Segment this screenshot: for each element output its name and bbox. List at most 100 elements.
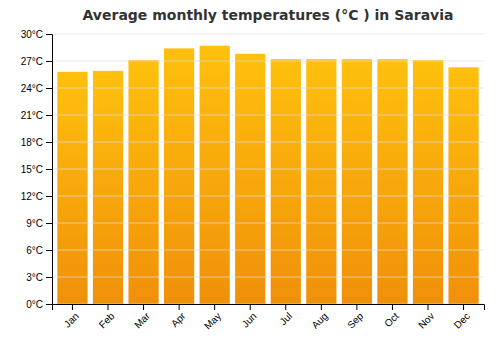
x-axis: Jan Feb Mar Apr May Jun Jul Aug Sep Oct Nov Dec <box>53 304 485 332</box>
chart: 0°C 3°C 6°C 9°C 12°C 15°C 18°C 21°C 24°C 27°C 30°C… <box>0 0 500 350</box>
grid-line <box>52 223 484 224</box>
tick: Jan <box>62 304 81 330</box>
tick-mark <box>250 304 251 310</box>
tick-mark <box>46 304 52 305</box>
bar <box>164 48 194 304</box>
tick-mark <box>46 196 52 197</box>
tick: 30°C <box>21 29 52 40</box>
bar <box>128 60 158 304</box>
tick-label: Apr <box>169 310 188 329</box>
tick: Aug <box>309 304 329 331</box>
grid-line <box>52 142 484 143</box>
tick: Nov <box>416 304 436 331</box>
tick-label: 24°C <box>21 83 43 94</box>
tick-mark <box>356 304 357 310</box>
tick: Sep <box>345 304 366 331</box>
tick-mark <box>179 304 180 310</box>
bar <box>413 60 443 304</box>
tick: Jul <box>277 304 294 327</box>
bar <box>57 72 87 304</box>
y-axis: 0°C 3°C 6°C 9°C 12°C 15°C 18°C 21°C 24°C 27°C 30°C <box>21 29 53 310</box>
bar <box>448 67 478 304</box>
tick: Dec <box>452 304 472 331</box>
bar <box>342 59 372 304</box>
tick-mark <box>428 304 429 310</box>
tick: 9°C <box>26 218 52 229</box>
tick-label: Aug <box>309 310 329 330</box>
bar <box>93 71 123 304</box>
bar <box>377 59 407 304</box>
grid-line <box>52 115 484 116</box>
tick-mark <box>46 223 52 224</box>
tick: 15°C <box>21 164 52 175</box>
tick-label: 18°C <box>21 137 43 148</box>
tick: 0°C <box>26 299 52 310</box>
bar <box>200 46 230 304</box>
tick-label: 27°C <box>21 56 43 67</box>
tick: 21°C <box>21 110 52 121</box>
tick-label: Nov <box>416 310 436 330</box>
tick-mark <box>108 304 109 310</box>
tick-mark <box>321 304 322 310</box>
tick-label: Sep <box>345 310 366 331</box>
tick: 3°C <box>26 272 52 283</box>
tick: 24°C <box>21 83 52 94</box>
tick-mark <box>46 250 52 251</box>
tick-label: May <box>202 310 223 331</box>
tick-mark <box>46 169 52 170</box>
tick-mark <box>46 34 52 35</box>
tick-label: 12°C <box>21 191 43 202</box>
title: Average monthly temperatures (°C ) in Sa… <box>83 7 454 23</box>
tick-mark <box>463 304 464 310</box>
grid-line <box>52 277 484 278</box>
grid-line <box>52 34 484 35</box>
tick-mark <box>46 115 52 116</box>
tick: 27°C <box>21 56 52 67</box>
tick-label: 9°C <box>26 218 43 229</box>
tick-mark <box>392 304 393 310</box>
tick-label: 0°C <box>26 299 43 310</box>
tick-label: 15°C <box>21 164 43 175</box>
tick-label: Dec <box>452 310 472 330</box>
tick: Apr <box>169 304 188 329</box>
axis-line <box>53 305 485 311</box>
tick-label: Mar <box>132 310 152 330</box>
tick-label: Oct <box>382 310 401 329</box>
tick: Mar <box>132 304 152 330</box>
grid-line <box>52 196 484 197</box>
plot: 0°C 3°C 6°C 9°C 12°C 15°C 18°C 21°C 24°C 27°C 30°C… <box>21 29 485 332</box>
tick-label: 30°C <box>21 29 43 40</box>
tick: Feb <box>97 304 117 330</box>
tick-label: Feb <box>97 310 117 330</box>
bars <box>57 46 478 304</box>
axis-line <box>46 35 53 305</box>
tick-label: Jun <box>240 310 259 329</box>
tick-mark <box>214 304 215 310</box>
tick-mark <box>46 88 52 89</box>
grid-line <box>52 61 484 62</box>
tick-label: 6°C <box>26 245 43 256</box>
tick: Oct <box>382 304 401 329</box>
grid <box>52 34 484 304</box>
tick: Jun <box>240 304 259 330</box>
tick-label: 3°C <box>26 272 43 283</box>
tick-label: Jan <box>62 310 81 329</box>
grid-line <box>52 88 484 89</box>
bar <box>235 54 265 304</box>
tick: May <box>202 304 223 332</box>
tick-mark <box>46 142 52 143</box>
grid-line <box>52 250 484 251</box>
tick-label: Jul <box>277 310 294 327</box>
tick-mark <box>72 304 73 310</box>
tick-mark <box>46 61 52 62</box>
tick-mark <box>285 304 286 310</box>
tick: 18°C <box>21 137 52 148</box>
tick-label: 21°C <box>21 110 43 121</box>
tick-mark <box>46 277 52 278</box>
bar <box>306 59 336 304</box>
bar <box>271 59 301 304</box>
tick: 6°C <box>26 245 52 256</box>
tick-mark <box>143 304 144 310</box>
grid-line <box>52 169 484 170</box>
tick: 12°C <box>21 191 52 202</box>
